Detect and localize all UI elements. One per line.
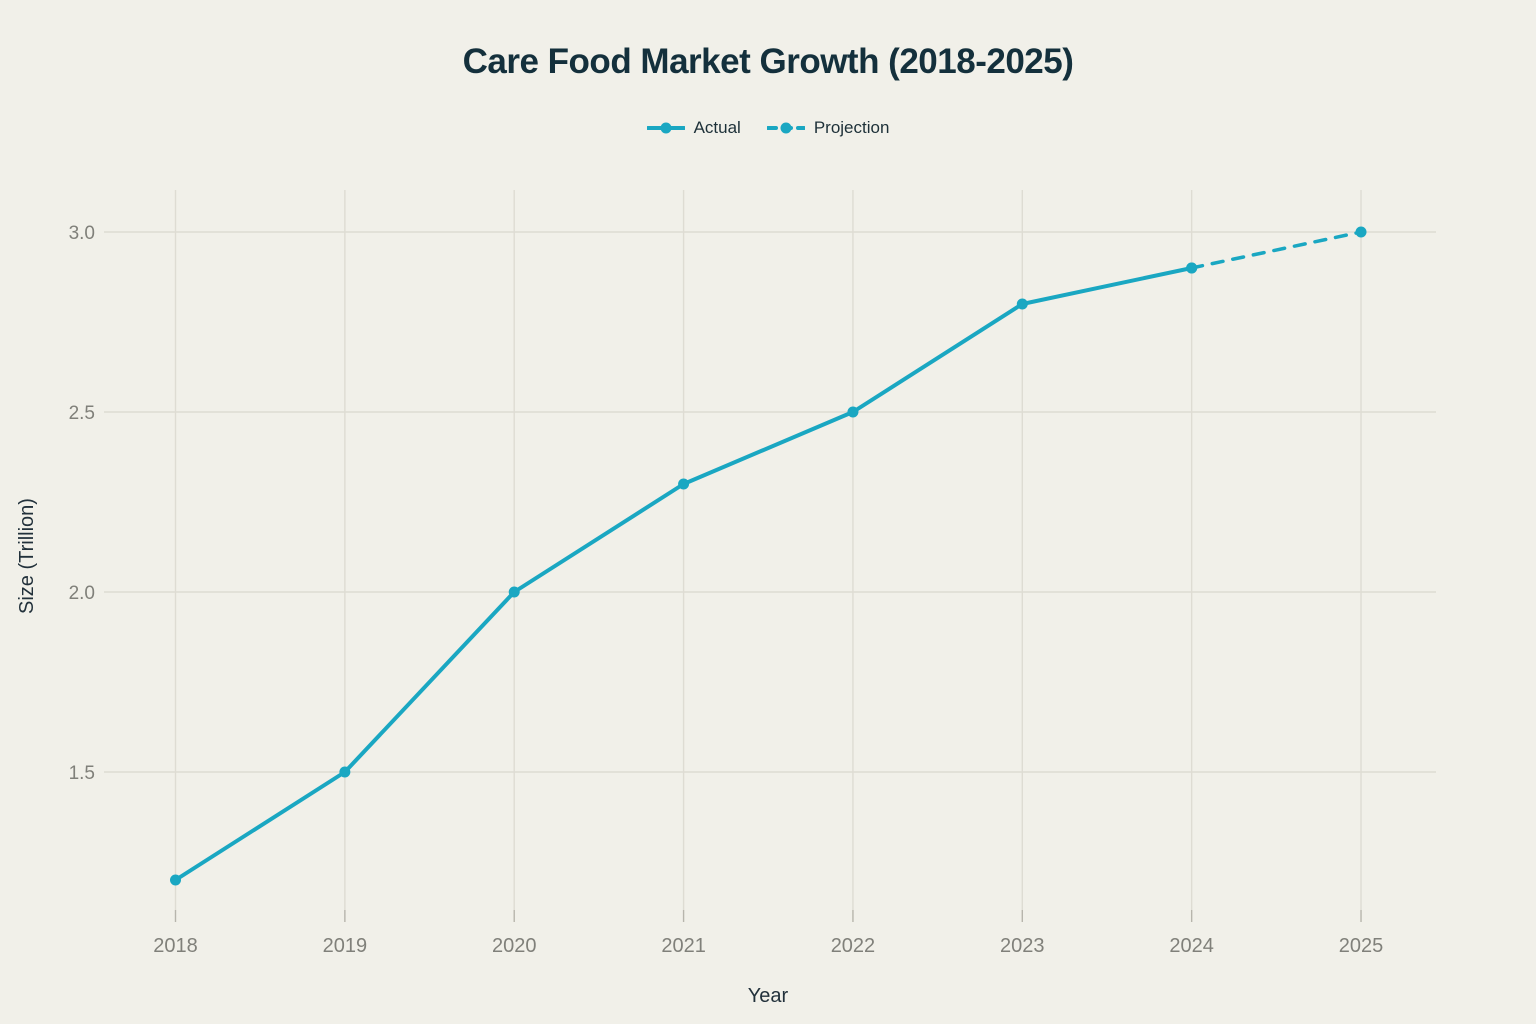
data-point-actual (339, 766, 351, 778)
data-point-actual (170, 874, 181, 886)
x-axis-title: Year (747, 985, 789, 1007)
y-tick-label: 2.5 (69, 403, 95, 424)
x-tick-label: 2025 (1339, 935, 1384, 957)
data-point-actual (847, 406, 859, 418)
legend-label-actual: Actual (693, 118, 741, 137)
projection-dashed-marker-icon (766, 122, 805, 134)
legend-label-projection: Projection (813, 118, 890, 137)
x-tick-label: 2022 (831, 935, 876, 957)
data-point-actual (678, 478, 690, 490)
y-tick-label: 1.5 (69, 763, 95, 784)
series-line-projection (1189, 230, 1363, 270)
y-tick-label: 2.0 (69, 583, 95, 604)
x-tick-label: 2018 (153, 935, 198, 957)
x-tick-label: 2021 (661, 935, 706, 957)
data-point-projection (1186, 262, 1198, 274)
y-tick-label: 3.0 (69, 223, 95, 244)
x-tick-label: 2019 (323, 935, 368, 957)
actual-line-marker-icon (646, 122, 685, 134)
x-tick-label: 2024 (1169, 935, 1214, 957)
x-tick-label: 2020 (492, 935, 537, 957)
y-axis-title: Size (Trillion) (16, 498, 38, 614)
data-point-actual (508, 586, 520, 598)
data-point-projection (1355, 226, 1367, 238)
legend-item-projection[interactable]: Projection (766, 118, 890, 138)
x-tick-label: 2023 (1000, 935, 1045, 957)
legend-item-actual[interactable]: Actual (646, 118, 741, 138)
chart-title: Care Food Market Growth (2018-2025) (462, 42, 1074, 81)
data-point-actual (1016, 298, 1028, 310)
legend: Actual Projection (0, 118, 1536, 138)
